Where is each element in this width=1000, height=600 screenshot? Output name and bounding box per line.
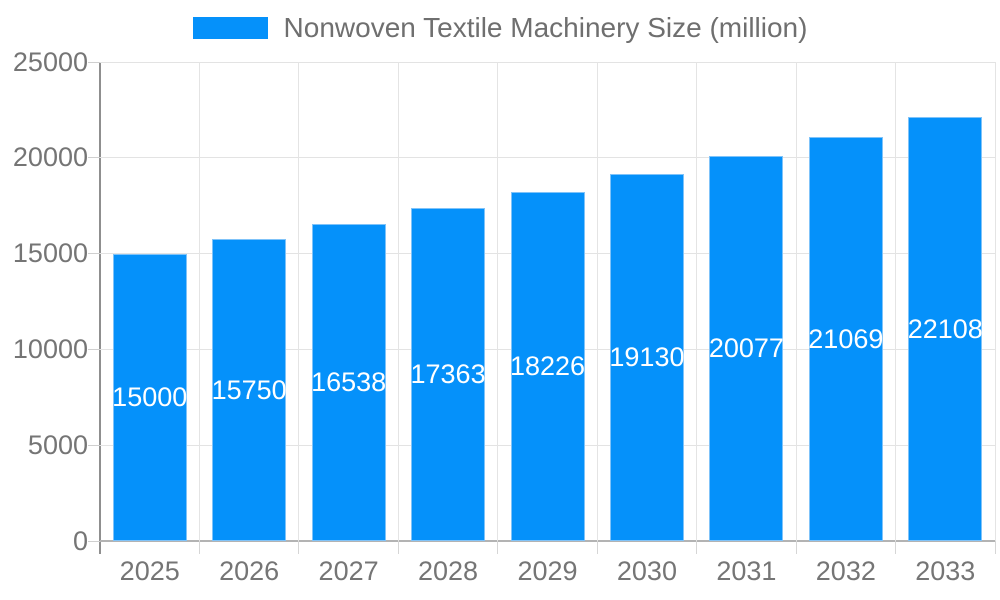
x-axis-tick	[895, 541, 897, 554]
bar-value-label: 19130	[609, 342, 685, 373]
bar-2028: 17363	[410, 208, 486, 541]
y-axis-tick	[88, 61, 100, 63]
bar-value-label: 22108	[907, 313, 983, 344]
x-axis-tick	[397, 541, 399, 554]
y-axis-tick	[88, 540, 100, 542]
x-axis-tick	[994, 541, 996, 554]
vertical-gridline	[994, 62, 996, 541]
x-axis-baseline	[100, 540, 995, 542]
bar-value-label: 16538	[311, 367, 387, 398]
x-axis-tick	[497, 541, 499, 554]
x-axis-tick	[198, 541, 200, 554]
horizontal-gridline	[100, 157, 995, 159]
vertical-gridline	[397, 62, 399, 541]
x-axis-tick	[795, 541, 797, 554]
vertical-gridline	[298, 62, 300, 541]
vertical-gridline	[895, 62, 897, 541]
bar-2032: 21069	[808, 137, 884, 541]
vertical-gridline	[497, 62, 499, 541]
x-axis-tick-label: 2030	[616, 556, 677, 586]
x-axis-tick-label: 2032	[815, 556, 876, 586]
y-axis-tick	[88, 157, 100, 159]
x-axis-tick-label: 2031	[716, 556, 777, 586]
bar-value-label: 21069	[808, 323, 884, 354]
y-axis-tick-label: 0	[72, 525, 88, 556]
bar-2025: 15000	[112, 253, 188, 541]
bar-value-label: 17363	[410, 359, 486, 390]
x-axis-tick	[298, 541, 300, 554]
plot-area: 15000 15750 16538 17363 18226 19130 20077 21069…	[99, 61, 996, 554]
bar-value-label: 15750	[211, 374, 287, 405]
y-axis-tick	[88, 253, 100, 255]
bar-2029: 18226	[509, 191, 586, 541]
x-axis-tick-label: 2028	[418, 556, 479, 586]
x-axis-tick-label: 2029	[517, 556, 578, 586]
bar-2031: 20077	[708, 156, 784, 541]
x-axis-tick-label: 2027	[318, 556, 379, 586]
y-axis-tick-label: 20000	[12, 142, 88, 173]
x-axis-tick	[596, 541, 598, 554]
vertical-gridline	[198, 62, 200, 541]
y-axis-line	[99, 62, 101, 554]
y-axis-tick-label: 25000	[12, 46, 88, 77]
legend-swatch-icon	[192, 17, 268, 39]
chart-legend: Nonwoven Textile Machinery Size (million…	[0, 14, 1000, 42]
bar-2027: 16538	[311, 224, 387, 541]
y-axis-tick-label: 5000	[27, 429, 88, 460]
bar-value-label: 18226	[509, 350, 586, 381]
y-axis-tick	[88, 444, 100, 446]
x-axis-tick-label: 2026	[219, 556, 280, 586]
y-axis-tick-label: 10000	[12, 333, 88, 364]
vertical-gridline	[795, 62, 797, 541]
x-axis-tick-label: 2033	[915, 556, 976, 586]
bar-2033: 22108	[907, 117, 983, 541]
vertical-gridline	[696, 62, 698, 541]
bar-2026: 15750	[211, 239, 287, 541]
legend-series-label: Nonwoven Textile Machinery Size (million…	[283, 12, 808, 43]
x-axis-tick	[696, 541, 698, 554]
vertical-gridline	[596, 62, 598, 541]
bar-2030: 19130	[609, 174, 685, 541]
x-axis-tick-label: 2025	[119, 556, 180, 586]
y-axis-tick-label: 15000	[12, 238, 88, 269]
horizontal-gridline	[100, 61, 995, 63]
bar-value-label: 20077	[708, 333, 784, 364]
y-axis-tick	[88, 348, 100, 350]
bar-value-label: 15000	[112, 381, 188, 412]
